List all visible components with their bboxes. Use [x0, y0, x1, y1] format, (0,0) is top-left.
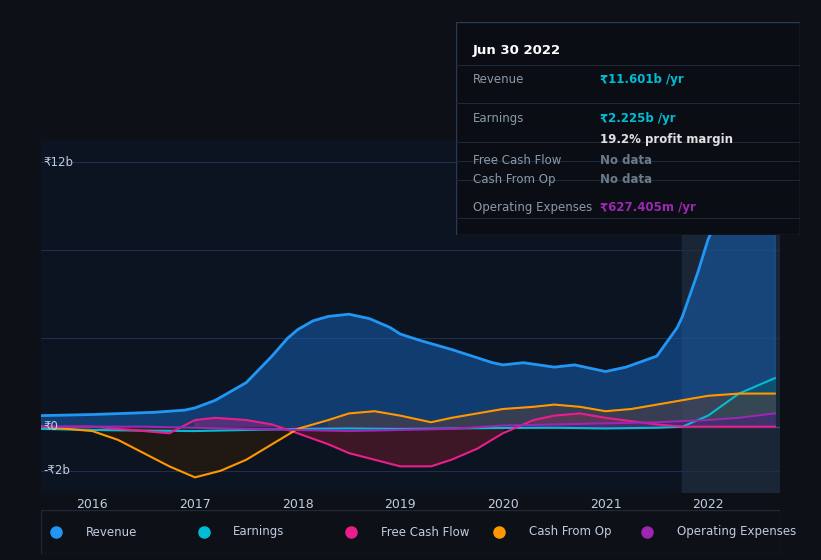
- Text: Free Cash Flow: Free Cash Flow: [381, 525, 470, 539]
- Text: ₹11.601b /yr: ₹11.601b /yr: [600, 73, 684, 86]
- Text: Revenue: Revenue: [85, 525, 137, 539]
- Text: ₹12b: ₹12b: [43, 156, 73, 169]
- Text: Operating Expenses: Operating Expenses: [473, 201, 592, 214]
- Text: Revenue: Revenue: [473, 73, 525, 86]
- FancyBboxPatch shape: [41, 510, 780, 554]
- Text: No data: No data: [600, 174, 653, 186]
- Text: Earnings: Earnings: [473, 111, 525, 125]
- Text: Free Cash Flow: Free Cash Flow: [473, 154, 562, 167]
- Text: Cash From Op: Cash From Op: [529, 525, 611, 539]
- Text: Earnings: Earnings: [233, 525, 285, 539]
- Text: ₹2.225b /yr: ₹2.225b /yr: [600, 111, 677, 125]
- FancyBboxPatch shape: [456, 22, 800, 235]
- Bar: [682, 140, 780, 493]
- Text: 19.2% profit margin: 19.2% profit margin: [600, 133, 733, 146]
- Text: ₹0: ₹0: [43, 420, 58, 433]
- Text: Operating Expenses: Operating Expenses: [677, 525, 796, 539]
- Text: -₹2b: -₹2b: [43, 464, 70, 477]
- Text: ₹627.405m /yr: ₹627.405m /yr: [600, 201, 696, 214]
- Text: Jun 30 2022: Jun 30 2022: [473, 44, 561, 57]
- Text: Cash From Op: Cash From Op: [473, 174, 555, 186]
- Text: No data: No data: [600, 154, 653, 167]
